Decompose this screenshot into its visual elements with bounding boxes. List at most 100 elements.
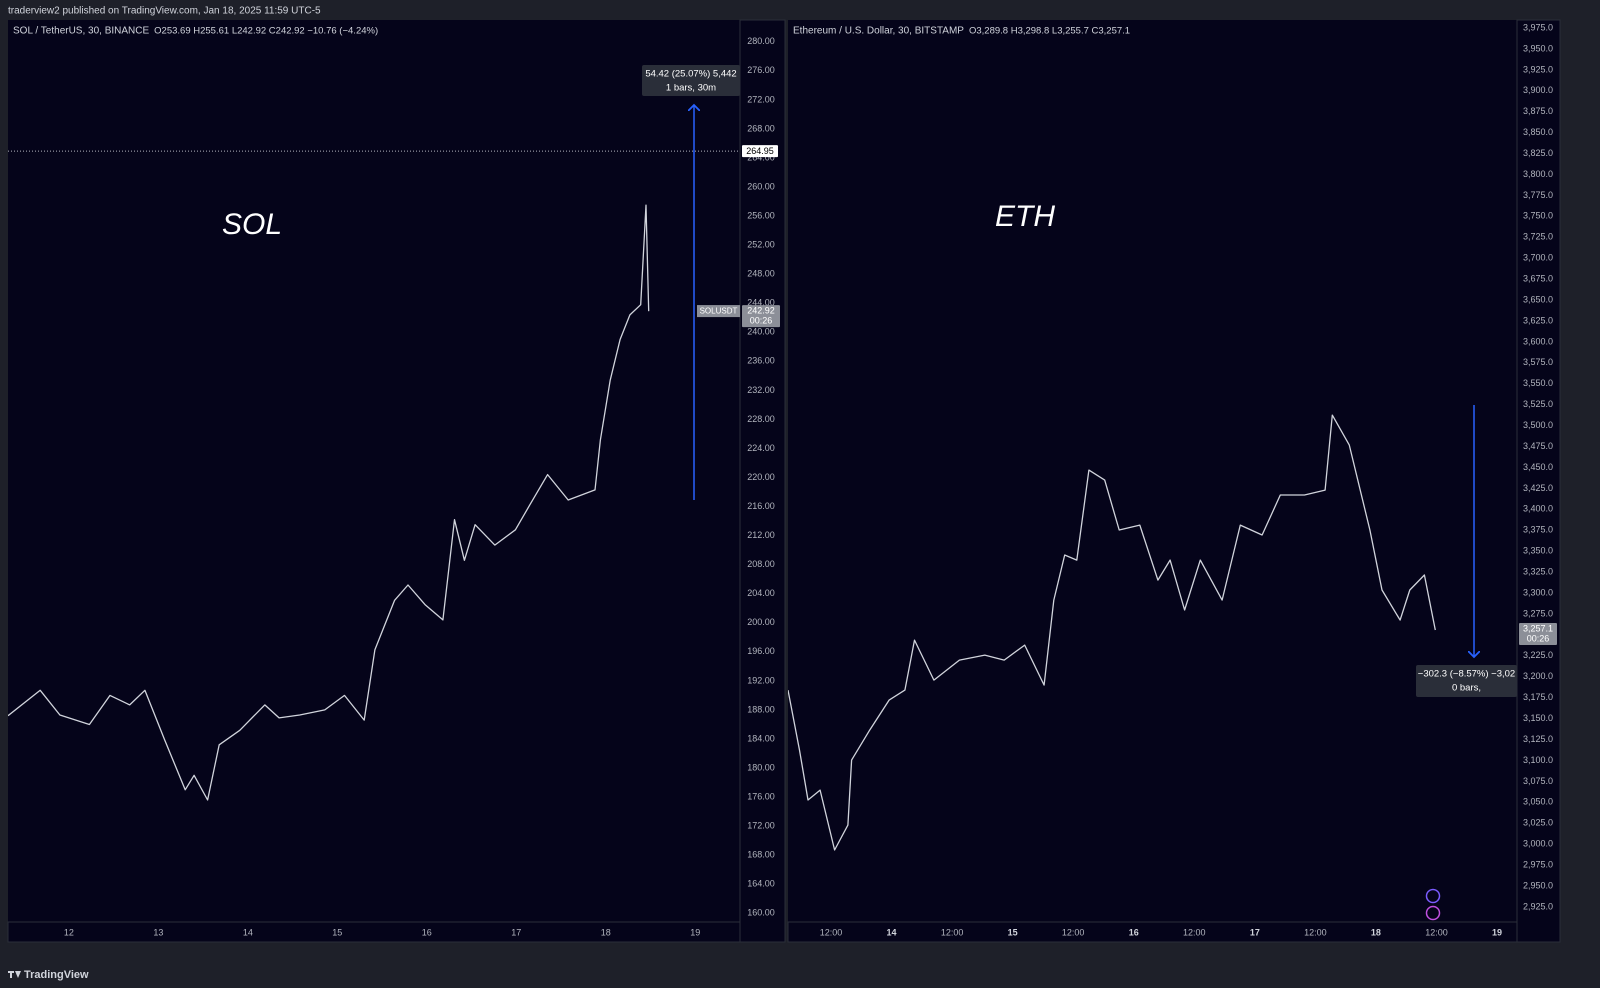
y-tick-label: 3,225.0 — [1523, 650, 1553, 660]
plot-area — [788, 20, 1517, 922]
y-tick-label: 3,150.0 — [1523, 713, 1553, 723]
price-line — [788, 414, 1436, 851]
measure-label: −302.3 (−8.57%) −3,02 — [1418, 669, 1515, 680]
y-tick-label: 196.00 — [747, 646, 775, 656]
countdown-label: 00:26 — [750, 315, 773, 325]
price-level-tag — [742, 145, 778, 158]
y-tick-label: 3,925.0 — [1523, 64, 1553, 74]
x-tick-label: 12:00 — [941, 927, 964, 937]
last-price-tag — [742, 305, 780, 328]
y-tick-label: 236.00 — [747, 356, 775, 366]
y-tick-label: 3,425.0 — [1523, 483, 1553, 493]
y-tick-label: 280.00 — [747, 36, 775, 46]
x-tick-label: 15 — [1008, 927, 1018, 937]
time-axis — [7, 921, 741, 943]
y-tick-label: 3,550.0 — [1523, 378, 1553, 388]
ohlc-legend: O3,289.8 H3,298.8 L3,255.7 C3,257.1 — [969, 26, 1130, 37]
y-tick-label: 3,650.0 — [1523, 294, 1553, 304]
logo-icon — [8, 971, 21, 978]
x-tick-label: 12:00 — [1425, 927, 1448, 937]
x-tick-label: 13 — [153, 927, 163, 937]
y-tick-label: 264.00 — [747, 152, 775, 162]
y-tick-label: 3,100.0 — [1523, 755, 1553, 765]
y-tick-label: 2,950.0 — [1523, 880, 1553, 890]
y-tick-label: 3,400.0 — [1523, 504, 1553, 514]
alert-icon — [1425, 905, 1441, 921]
x-tick-label: 18 — [601, 927, 611, 937]
y-tick-label: 260.00 — [747, 181, 775, 191]
y-tick-label: 180.00 — [747, 762, 775, 772]
y-tick-label: 3,375.0 — [1523, 525, 1553, 535]
x-tick-label: 12:00 — [1304, 927, 1327, 937]
footer-logo: TradingView — [8, 969, 89, 981]
y-tick-label: 3,350.0 — [1523, 546, 1553, 556]
y-tick-label: 3,475.0 — [1523, 441, 1553, 451]
last-price-label: 242.92 — [747, 305, 775, 315]
y-tick-label: 3,000.0 — [1523, 839, 1553, 849]
y-tick-label: 268.00 — [747, 123, 775, 133]
annotation: ETH — [995, 200, 1055, 233]
y-tick-label: 3,450.0 — [1523, 462, 1553, 472]
y-tick-label: 216.00 — [747, 501, 775, 511]
y-tick-label: 220.00 — [747, 472, 775, 482]
indicator-icon — [1425, 888, 1441, 904]
measure-sublabel: 0 bars, — [1452, 683, 1481, 694]
y-tick-label: 188.00 — [747, 704, 775, 714]
x-tick-label: 19 — [690, 927, 700, 937]
y-tick-label: 208.00 — [747, 559, 775, 569]
symbol-label: SOLUSDT — [700, 307, 738, 316]
x-tick-label: 14 — [243, 927, 253, 937]
y-tick-label: 3,300.0 — [1523, 587, 1553, 597]
y-tick-label: 240.00 — [747, 327, 775, 337]
y-tick-label: 3,675.0 — [1523, 274, 1553, 284]
series — [8, 204, 650, 801]
y-tick-label: 160.00 — [747, 908, 775, 918]
y-tick-label: 212.00 — [747, 530, 775, 540]
y-tick-label: 3,850.0 — [1523, 127, 1553, 137]
y-tick-label: 3,075.0 — [1523, 776, 1553, 786]
last-price-tag — [1519, 622, 1557, 645]
price-axis — [1516, 19, 1561, 943]
y-tick-label: 176.00 — [747, 791, 775, 801]
y-tick-label: 3,700.0 — [1523, 253, 1553, 263]
y-tick-label: 3,950.0 — [1523, 43, 1553, 53]
y-tick-label: 168.00 — [747, 850, 775, 860]
symbol-tag — [697, 305, 740, 318]
x-tick-label: 16 — [422, 927, 432, 937]
y-tick-label: 3,050.0 — [1523, 797, 1553, 807]
publish-info: traderview2 published on TradingView.com… — [8, 6, 321, 17]
countdown-label: 00:26 — [1527, 633, 1550, 643]
x-tick-label: 12:00 — [820, 927, 843, 937]
y-tick-label: 3,875.0 — [1523, 106, 1553, 116]
x-tick-label: 19 — [1492, 927, 1502, 937]
measure-box — [642, 65, 740, 96]
y-tick-label: 244.00 — [747, 298, 775, 308]
measure-box — [1416, 665, 1517, 697]
y-tick-label: 224.00 — [747, 443, 775, 453]
y-tick-label: 248.00 — [747, 269, 775, 279]
y-tick-label: 164.00 — [747, 879, 775, 889]
time-axis — [787, 921, 1518, 943]
y-tick-label: 204.00 — [747, 588, 775, 598]
y-tick-label: 3,625.0 — [1523, 315, 1553, 325]
y-tick-label: 172.00 — [747, 821, 775, 831]
annotation: SOL — [222, 208, 282, 241]
y-tick-label: 3,200.0 — [1523, 671, 1553, 681]
y-tick-label: 276.00 — [747, 65, 775, 75]
y-tick-label: 3,750.0 — [1523, 211, 1553, 221]
x-tick-label: 12:00 — [1062, 927, 1085, 937]
y-tick-label: 3,025.0 — [1523, 818, 1553, 828]
y-tick-label: 3,600.0 — [1523, 336, 1553, 346]
ohlc-legend: O253.69 H255.61 L242.92 C242.92 −10.76 (… — [154, 26, 378, 37]
brand: TradingView — [24, 969, 89, 981]
x-tick-label: 12 — [64, 927, 74, 937]
measure-sublabel: 1 bars, 30m — [666, 83, 716, 94]
y-tick-label: 3,800.0 — [1523, 169, 1553, 179]
y-tick-label: 3,975.0 — [1523, 22, 1553, 32]
chart-title: Ethereum / U.S. Dollar, 30, BITSTAMP — [793, 26, 964, 37]
y-tick-label: 192.00 — [747, 675, 775, 685]
y-tick-label: 184.00 — [747, 733, 775, 743]
x-tick-label: 12:00 — [1183, 927, 1206, 937]
y-tick-label: 3,725.0 — [1523, 232, 1553, 242]
series — [788, 414, 1436, 851]
